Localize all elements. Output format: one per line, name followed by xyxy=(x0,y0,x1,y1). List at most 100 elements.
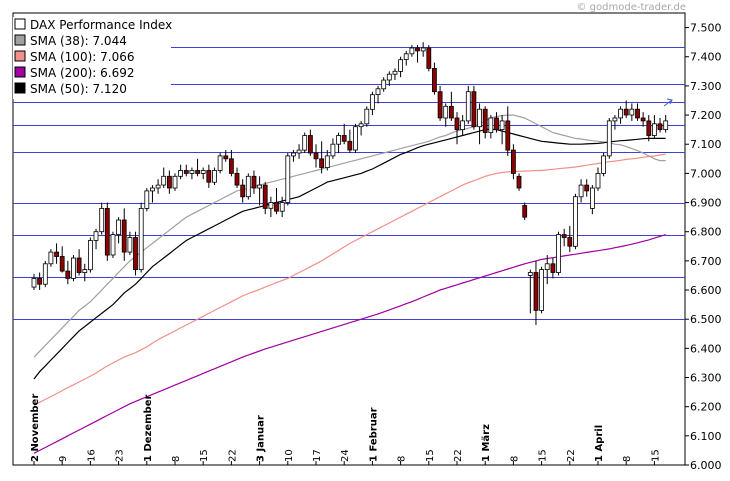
x-tick-label: 8 xyxy=(509,456,520,462)
candle-up xyxy=(268,202,274,209)
candle-down xyxy=(533,272,539,311)
candle-up xyxy=(556,234,561,273)
candle-down xyxy=(437,91,443,119)
candle-up xyxy=(663,120,669,131)
y-tick-label: 6.100 xyxy=(690,430,722,443)
candle-down xyxy=(505,120,511,151)
candle-up xyxy=(477,108,483,128)
x-tick-label: 22 xyxy=(566,449,577,462)
candle-up xyxy=(71,257,76,279)
candle-up xyxy=(217,155,223,171)
candle-down xyxy=(494,117,499,131)
candle-up xyxy=(31,277,37,288)
candle-up xyxy=(465,91,471,122)
y-tick-label: 6.400 xyxy=(690,342,722,355)
candle-down xyxy=(646,120,652,136)
candle-down xyxy=(234,172,240,186)
legend-label: SMA (38): 7.044 xyxy=(30,34,127,48)
candle-down xyxy=(206,170,212,183)
candle-down xyxy=(454,117,460,131)
candle-up xyxy=(99,207,105,233)
legend: DAX Performance Index SMA (38): 7.044 SMA … xyxy=(13,17,172,99)
y-tick-label: 6.500 xyxy=(690,313,722,326)
x-tick-label: 2 November xyxy=(30,394,41,462)
candle-up xyxy=(116,219,121,236)
x-tick-label: 23 xyxy=(115,449,126,462)
y-tick-label: 6.800 xyxy=(690,226,722,239)
candle-up xyxy=(138,207,144,270)
candle-up xyxy=(629,108,635,116)
candle-up xyxy=(369,94,375,110)
y-tick-label: 6.200 xyxy=(690,401,722,414)
candle-down xyxy=(561,234,567,238)
candle-up xyxy=(595,172,601,189)
candle-down xyxy=(54,251,59,257)
candle-up xyxy=(398,59,404,72)
candle-up xyxy=(161,175,167,186)
candle-up xyxy=(403,53,409,60)
y-tick-label: 6.000 xyxy=(690,459,722,472)
x-tick-label: 8 xyxy=(397,456,408,462)
y-tick-label: 7.200 xyxy=(690,109,722,122)
candle-down xyxy=(516,175,522,189)
x-axis: 2 November 9 16 23 1 Dezember 8 15 22 3 Januar 10… xyxy=(30,394,661,465)
y-tick-label: 6.600 xyxy=(690,284,722,297)
candle-up xyxy=(110,234,116,256)
x-tick-label: 8 xyxy=(622,456,633,462)
x-tick-label: 10 xyxy=(284,449,295,462)
candle-down xyxy=(640,117,646,122)
candle-down xyxy=(448,105,454,119)
candle-up xyxy=(409,47,415,55)
candle-up xyxy=(178,170,184,177)
candle-down xyxy=(510,149,516,174)
candle-up xyxy=(189,170,195,174)
candle-down xyxy=(584,184,590,192)
y-tick-label: 7.300 xyxy=(690,80,722,93)
candle-up xyxy=(279,202,285,212)
x-tick-label: 17 xyxy=(312,449,323,462)
candle-down xyxy=(657,123,663,131)
candle-up xyxy=(212,170,217,183)
x-tick-label: 22 xyxy=(227,449,238,462)
trend-arrow-icon xyxy=(663,98,673,107)
x-tick-label: 1 März xyxy=(481,424,492,462)
candle-up xyxy=(358,123,364,128)
candle-up xyxy=(618,108,623,119)
sma50-line xyxy=(33,128,666,380)
x-tick-label: 1 Dezember xyxy=(143,395,154,462)
legend-label: SMA (200): 6.692 xyxy=(30,66,134,80)
candle-up xyxy=(336,135,342,145)
legend-label: SMA (50): 7.120 xyxy=(30,82,127,96)
candle-up xyxy=(601,155,606,174)
candle-up xyxy=(527,272,533,276)
candle-down xyxy=(319,158,325,168)
candle-up xyxy=(42,263,48,285)
candle-down xyxy=(104,207,110,256)
candle-up xyxy=(386,73,392,81)
candle-up xyxy=(578,184,584,198)
x-tick-label: 15 xyxy=(650,449,661,462)
candle-up xyxy=(296,149,302,154)
candle-down xyxy=(262,184,268,209)
candle-down xyxy=(274,202,279,212)
candle-up xyxy=(302,135,308,151)
candle-down xyxy=(431,68,437,93)
candle-down xyxy=(550,263,556,273)
candle-up xyxy=(443,105,449,119)
candle-down xyxy=(307,135,313,154)
candle-up xyxy=(573,196,578,247)
legend-label: DAX Performance Index xyxy=(30,18,172,32)
candle-down xyxy=(76,257,82,274)
y-axis: 6.000 6.100 6.200 6.300 6.400 6.500 6.600 6.700… xyxy=(685,22,722,472)
candles xyxy=(31,42,669,326)
candle-up xyxy=(612,117,618,122)
y-tick-label: 7.100 xyxy=(690,138,722,151)
legend-swatch xyxy=(14,18,26,30)
candle-down xyxy=(522,205,528,218)
y-tick-label: 7.400 xyxy=(690,51,722,64)
candle-up xyxy=(544,263,550,270)
candle-up xyxy=(155,184,161,189)
candle-down xyxy=(240,184,246,198)
legend-swatch xyxy=(14,34,26,46)
